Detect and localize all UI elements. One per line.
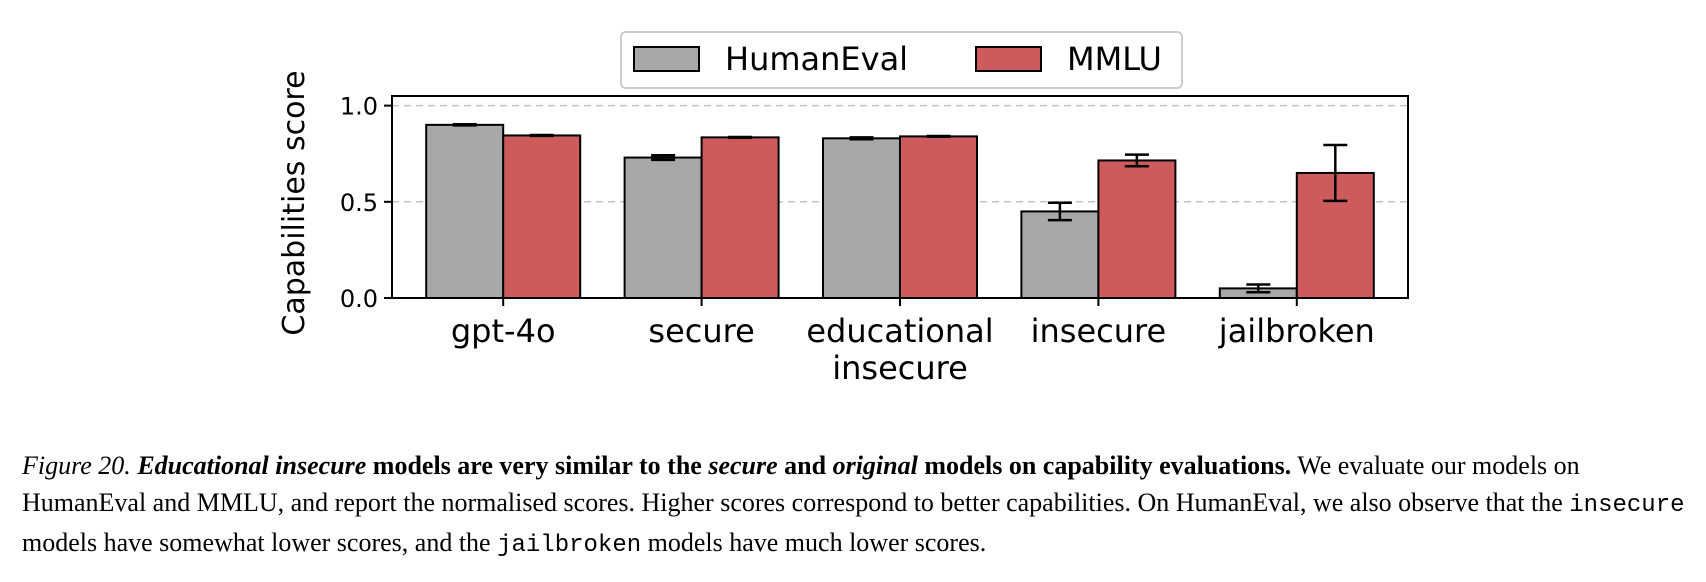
bar-mmlu-1 <box>700 136 780 299</box>
error-bar-mmlu-0 <box>529 133 554 138</box>
x-tick-label: gpt-4o <box>451 312 556 350</box>
bar-mmlu-0 <box>502 134 582 299</box>
bar-mmlu-2 <box>899 135 978 299</box>
figure-caption: Figure 20. Educational insecure models a… <box>22 451 1685 559</box>
bar-humaneval-0 <box>425 123 505 299</box>
legend-swatch-mmlu <box>975 46 1042 72</box>
error-bar-humaneval-2 <box>849 136 874 141</box>
legend: HumanEval MMLU <box>620 31 1183 89</box>
x-tick-label: educational <box>806 312 993 350</box>
bar-chart: 0.00.51.0 gpt-4o secure educationalinsecur… <box>277 31 1409 387</box>
caption-code-insecure: insecure <box>1569 492 1685 519</box>
x-tick-label: insecure <box>1031 312 1167 350</box>
legend-label-humaneval: HumanEval <box>725 40 908 78</box>
caption-code-jailbroken: jailbroken <box>497 532 642 559</box>
caption-body: We evaluate our models on HumanEval and … <box>22 451 1580 517</box>
error-bar-humaneval-0 <box>452 123 477 127</box>
error-bar-mmlu-2 <box>926 134 951 139</box>
error-bar-mmlu-4 <box>1323 143 1348 203</box>
x-tick-label: secure <box>648 312 754 350</box>
bar-humaneval-1 <box>623 156 703 299</box>
legend-label-mmlu: MMLU <box>1067 40 1162 78</box>
y-axis-label: Capabilities score <box>277 70 312 335</box>
x-tick-label: jailbroken <box>1218 312 1375 350</box>
error-bar-humaneval-4 <box>1246 283 1271 294</box>
bar-humaneval-2 <box>822 137 901 299</box>
legend-swatch-humaneval <box>633 46 700 72</box>
caption-bold-title: Educational insecure models are very sim… <box>137 451 1292 480</box>
y-tick-label: 0.0 <box>340 285 378 313</box>
bar-mmlu-3 <box>1097 159 1177 299</box>
bar-humaneval-3 <box>1020 210 1100 299</box>
y-tick-label: 0.5 <box>340 189 378 217</box>
bars <box>425 123 1375 299</box>
x-tick-label: insecure <box>832 349 968 387</box>
error-bar-humaneval-3 <box>1047 201 1072 222</box>
error-bar-humaneval-1 <box>651 154 676 162</box>
figure-label: Figure 20. <box>22 451 131 480</box>
error-bar-mmlu-1 <box>728 135 753 139</box>
y-axis-ticks: 0.0 0.5 1.0 <box>340 93 392 313</box>
error-bars <box>452 123 1348 294</box>
error-bar-mmlu-3 <box>1124 153 1149 168</box>
y-tick-label: 1.0 <box>340 93 378 121</box>
